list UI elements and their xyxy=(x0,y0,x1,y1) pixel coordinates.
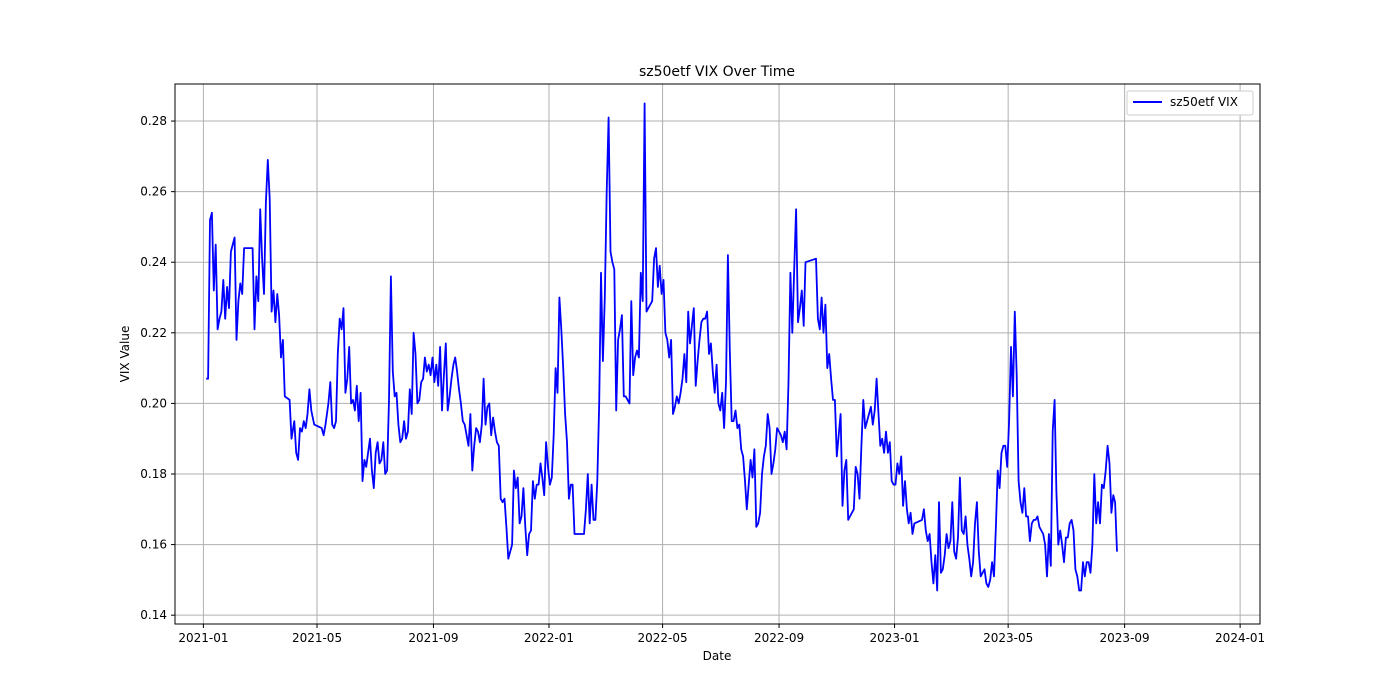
y-tick-label: 0.24 xyxy=(140,255,167,269)
series-line-0 xyxy=(206,102,1118,592)
y-tick-label: 0.28 xyxy=(140,114,167,128)
x-tick-label: 2022-01 xyxy=(524,631,574,645)
x-tick-label: 2023-09 xyxy=(1100,631,1150,645)
x-tick-label: 2023-05 xyxy=(983,631,1033,645)
x-tick-label: 2024-01 xyxy=(1215,631,1265,645)
y-tick-label: 0.18 xyxy=(140,467,167,481)
legend-box xyxy=(1126,90,1254,116)
y-tick-label: 0.16 xyxy=(140,538,167,552)
x-tick-label: 2021-09 xyxy=(408,631,458,645)
legend-label: sz50etf VIX xyxy=(1170,95,1238,109)
chart-title: sz50etf VIX Over Time xyxy=(639,64,795,80)
y-tick-label: 0.26 xyxy=(140,185,167,199)
y-axis-label: VIX Value xyxy=(118,326,132,383)
line-layer xyxy=(206,102,1118,592)
y-tick-label: 0.14 xyxy=(140,608,167,622)
x-tick-label: 2021-01 xyxy=(178,631,228,645)
legend: sz50etf VIX xyxy=(1126,90,1254,116)
x-tick-label: 2022-05 xyxy=(638,631,688,645)
y-tick-label: 0.20 xyxy=(140,396,167,410)
plot-frame xyxy=(174,83,1261,625)
x-tick-label: 2023-01 xyxy=(869,631,919,645)
y-tick-label: 0.22 xyxy=(140,326,167,340)
x-tick-label: 2021-05 xyxy=(292,631,342,645)
x-axis-label: Date xyxy=(703,649,732,663)
tick-layer: 2021-01 2021-05 2021-09 2022-01 2022-05 2022-… xyxy=(140,114,1265,645)
x-tick-label: 2022-09 xyxy=(754,631,804,645)
